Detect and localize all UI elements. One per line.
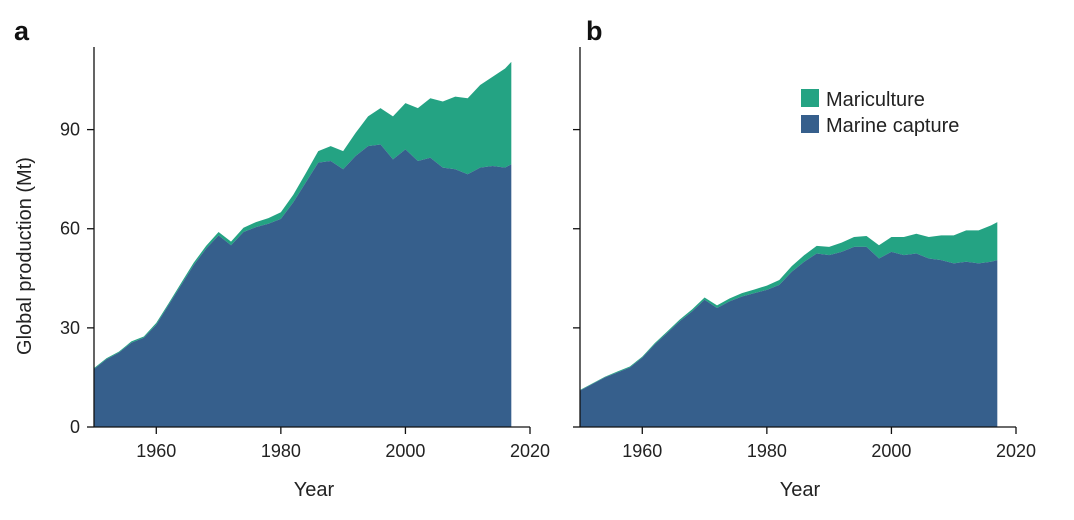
y-axis-title-a: Global production (Mt) [14,157,36,355]
area-marine-capture-a [94,144,512,427]
x-tick-label-a-2000: 2000 [385,441,425,461]
legend: Mariculture Marine capture [801,89,959,137]
panel-label-a: a [14,16,30,46]
legend-label-marine-capture: Marine capture [826,115,959,137]
x-tick-label-a-1980: 1980 [261,441,301,461]
x-tick-label-a-2020: 2020 [510,441,550,461]
panel-a: a 0 30 60 90 1960 1980 2000 2020 Year Global pr… [14,16,550,501]
plot-area-a: 0 30 60 90 1960 1980 2000 2020 [60,47,550,461]
x-tick-label-a-1960: 1960 [136,441,176,461]
x-tick-label-b-2020: 2020 [996,441,1036,461]
x-tick-label-b-2000: 2000 [871,441,911,461]
panel-b: b 1960 1980 2000 2020 Year [573,16,1036,501]
y-tick-label-a-90: 90 [60,120,80,140]
panel-label-b: b [586,16,603,46]
x-axis-title-b: Year [780,479,821,501]
legend-swatch-mariculture [801,89,819,107]
legend-swatch-marine-capture [801,115,819,133]
area-marine-capture-b [580,246,998,427]
area-mariculture-b [580,222,998,391]
area-mariculture-a [94,61,512,370]
plot-area-b: 1960 1980 2000 2020 [573,47,1036,461]
x-axis-title-a: Year [294,479,335,501]
y-tick-label-a-0: 0 [70,417,80,437]
x-tick-label-b-1960: 1960 [622,441,662,461]
x-tick-label-b-1980: 1980 [747,441,787,461]
legend-label-mariculture: Mariculture [826,89,925,111]
y-tick-label-a-30: 30 [60,318,80,338]
y-tick-label-a-60: 60 [60,219,80,239]
